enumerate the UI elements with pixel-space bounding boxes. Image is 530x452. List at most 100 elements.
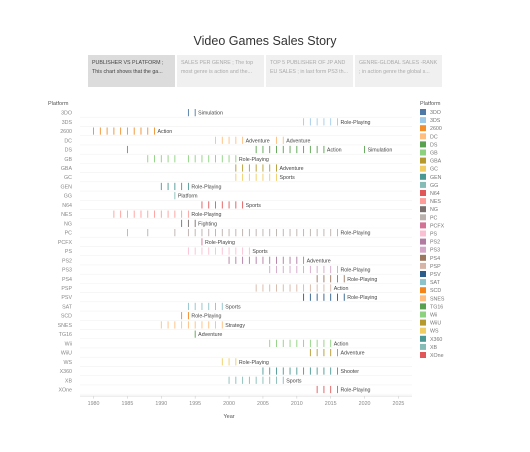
- mark-label: Platform: [178, 194, 198, 200]
- story-point-top5-publisher[interactable]: TOP 5 PUBLISHER OF JP AND EU SALES ; in …: [266, 55, 353, 87]
- row-label: PS2: [62, 258, 72, 264]
- mark-label: Action: [158, 129, 173, 135]
- row-label: 3DS: [62, 120, 73, 126]
- row-label: PS3: [62, 268, 72, 274]
- row-label: 2600: [60, 129, 72, 135]
- legend-title: Platform: [420, 101, 441, 107]
- story-point-sales-per-genre[interactable]: SALES PER GENRE ; The top most genre is …: [177, 55, 264, 87]
- legend-entry: X360: [430, 337, 442, 343]
- legend-entry: PC: [430, 215, 438, 221]
- row-label: NES: [61, 212, 72, 218]
- mark-label: Fighting: [198, 221, 217, 227]
- mark-label: Role-Playing: [191, 184, 221, 190]
- legend-swatch: [420, 206, 426, 213]
- legend-swatch: [420, 254, 426, 261]
- mark-label: Action: [334, 341, 349, 347]
- row-label: NG: [64, 221, 72, 227]
- legend-swatch: [420, 181, 426, 188]
- mark-label: Action: [327, 148, 342, 154]
- legend-entry: 3DO: [430, 110, 441, 116]
- mark-label: Role-Playing: [239, 157, 269, 163]
- legend-entry: PS2: [430, 240, 440, 246]
- x-tick-label: 1980: [88, 401, 100, 407]
- story-title: Video Games Sales Story: [193, 34, 337, 48]
- mark-label: Adventure: [198, 332, 222, 338]
- mark-label: Action: [334, 286, 349, 292]
- row-label: DC: [64, 138, 72, 144]
- legend-swatch: [420, 165, 426, 172]
- row-label: WiiU: [61, 351, 72, 357]
- legend-swatch: [420, 303, 426, 310]
- legend-swatch: [420, 222, 426, 229]
- mark-label: Role-Playing: [191, 314, 221, 320]
- mark-label: Role-Playing: [340, 268, 370, 274]
- legend-swatch: [420, 230, 426, 237]
- story-point-genre-global-sales[interactable]: GENRE-GLOBAL SALES -RANK ; in action gen…: [355, 55, 442, 87]
- row-label: XB: [65, 378, 73, 384]
- legend-entry: SNES: [430, 296, 445, 302]
- legend-entry: PSV: [430, 272, 441, 278]
- legend-swatch: [420, 295, 426, 302]
- row-label: SNES: [58, 323, 73, 329]
- legend-entry: Wii: [430, 313, 437, 319]
- mark-label: Adventure: [286, 138, 310, 144]
- legend-entry: NG: [430, 207, 438, 213]
- legend-entry: GG: [430, 183, 438, 189]
- legend-swatch: [420, 287, 426, 294]
- row-label: SCD: [61, 314, 72, 320]
- mark-label: Simulation: [198, 111, 223, 117]
- legend-swatch: [420, 343, 426, 350]
- mark-label: Role-Playing: [347, 295, 377, 301]
- row-label: GEN: [61, 184, 73, 190]
- legend-entry: DS: [430, 142, 438, 148]
- x-tick-label: 1995: [189, 401, 201, 407]
- x-axis-title: Year: [223, 414, 234, 420]
- row-label: TG16: [59, 332, 72, 338]
- legend-entry: WS: [430, 329, 439, 335]
- row-label: WS: [63, 360, 72, 366]
- legend-swatch: [420, 319, 426, 326]
- mark-label: Strategy: [225, 323, 245, 329]
- row-label: 3DO: [61, 111, 72, 117]
- mark-label: Adventure: [279, 166, 303, 172]
- legend-entry: PS3: [430, 248, 440, 254]
- legend-entry: 3DS: [430, 118, 441, 124]
- row-label: PC: [65, 231, 73, 237]
- legend-swatch: [420, 190, 426, 196]
- legend-entry: XB: [430, 345, 438, 351]
- legend-swatch: [420, 198, 426, 205]
- story-point-publisher-vs-platform[interactable]: PUBLISHER VS PLATFORM ; This chart shows…: [88, 55, 175, 87]
- row-label: GB: [64, 157, 72, 163]
- x-tick-label: 1990: [155, 401, 167, 407]
- mark-label: Role-Playing: [340, 231, 370, 237]
- legend-entry: XOne: [430, 353, 444, 359]
- legend-swatch: [420, 157, 426, 164]
- legend-swatch: [420, 117, 426, 124]
- legend-swatch: [420, 214, 426, 221]
- legend-entry: PSP: [430, 264, 441, 270]
- row-label: SAT: [62, 304, 73, 310]
- mark-label: Role-Playing: [205, 240, 235, 246]
- mark-label: Simulation: [368, 148, 393, 154]
- mark-label: Adventure: [307, 258, 331, 264]
- row-label: GBA: [61, 166, 73, 172]
- mark-label: Role-Playing: [340, 388, 370, 394]
- legend-entry: GBA: [430, 159, 442, 165]
- legend-swatch: [420, 149, 426, 156]
- legend-entry: PS4: [430, 256, 440, 262]
- mark-label: Adventure: [246, 138, 270, 144]
- legend-entry: DC: [430, 134, 438, 140]
- legend-swatch: [420, 246, 426, 253]
- legend-swatch: [420, 125, 426, 132]
- legend-swatch: [420, 141, 426, 148]
- mark-label: Sports: [279, 175, 295, 181]
- legend-swatch: [420, 271, 426, 277]
- legend-swatch: [420, 335, 426, 342]
- legend-swatch: [420, 109, 426, 115]
- mark-label: Adventure: [340, 351, 364, 357]
- row-label: PCFX: [58, 240, 73, 246]
- x-tick-label: 2000: [223, 401, 235, 407]
- legend-entry: GC: [430, 167, 438, 173]
- row-label: PSV: [61, 295, 72, 301]
- legend-swatch: [420, 238, 426, 245]
